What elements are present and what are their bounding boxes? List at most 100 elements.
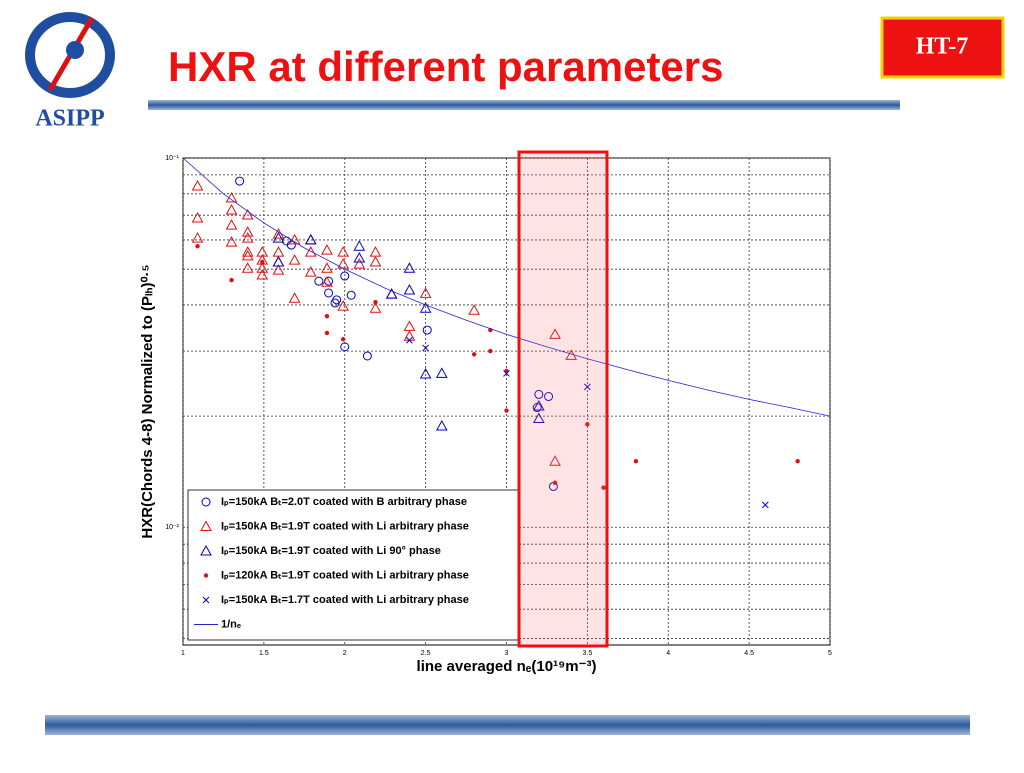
data-point: [202, 596, 210, 604]
data-point: [260, 259, 265, 265]
y-axis-label: HXR(Chords 4-8) Normalized to (Pₗₕ)⁰·⁵: [139, 264, 156, 538]
data-point: [225, 203, 238, 215]
data-point: [601, 485, 606, 490]
data-point: [272, 232, 285, 243]
data-point: [314, 276, 324, 286]
data-point: [533, 412, 545, 424]
data-point: [795, 458, 800, 464]
data-point: [549, 455, 561, 466]
x-tick-label: 1.5: [259, 650, 269, 657]
data-point: [304, 233, 317, 245]
data-point: [225, 236, 238, 247]
data-point: [225, 219, 238, 230]
slide-title: HXR at different parameters: [168, 43, 724, 90]
legend-label: Iₚ=150kA Bₜ=2.0T coated with B arbitrary…: [221, 496, 467, 508]
data-point: [353, 258, 366, 269]
x-tick-label: 2.5: [421, 650, 431, 657]
data-point: [200, 544, 212, 556]
data-point: [534, 389, 544, 399]
data-point: [340, 342, 350, 352]
data-point: [340, 271, 350, 281]
data-point: [304, 266, 317, 277]
data-point: [533, 399, 545, 411]
data-point: [241, 249, 254, 261]
data-point: [422, 325, 432, 335]
bottom-rule: [45, 715, 970, 735]
data-point: [435, 367, 448, 378]
logo-text: ASIPP: [35, 106, 104, 132]
data-point: [332, 295, 342, 305]
data-point: [235, 176, 245, 186]
data-point: [419, 302, 432, 313]
legend-label: Iₚ=120kA Bₜ=1.9T coated with Li arbitrar…: [221, 569, 469, 581]
data-point: [362, 351, 372, 361]
data-point: [324, 288, 334, 298]
legend-box: [187, 489, 521, 641]
data-point: [419, 368, 432, 379]
data-point: [324, 330, 330, 336]
data-point: [633, 458, 639, 464]
data-point: [544, 392, 554, 402]
data-point: [337, 300, 349, 311]
data-point: [471, 352, 477, 357]
x-tick-label: 3.5: [583, 650, 593, 657]
data-point: [321, 244, 333, 255]
x-tick-label: 4: [666, 650, 670, 657]
data-point: [369, 255, 382, 267]
curve: [182, 157, 831, 417]
data-point: [503, 370, 510, 377]
data-point: [241, 246, 254, 257]
legend-label: 1/nₑ: [221, 618, 241, 630]
data-point: [288, 292, 301, 303]
x-axis-label: line averaged nₑ(10¹⁹m⁻³): [417, 658, 597, 675]
legend-label: Iₚ=150kA Bₜ=1.9T coated with Li 90° phas…: [221, 545, 441, 557]
data-point: [353, 251, 366, 263]
data-point: [191, 211, 204, 223]
data-point: [761, 501, 769, 509]
data-point: [584, 383, 591, 391]
data-point: [304, 246, 317, 257]
data-point: [272, 255, 285, 267]
data-point: [406, 336, 413, 344]
data-point: [337, 246, 349, 257]
badge-box: [880, 16, 1005, 79]
data-point: [385, 288, 398, 299]
data-point: [229, 277, 234, 283]
data-point: [324, 313, 330, 319]
x-tick-label: 2: [343, 650, 347, 657]
badge: HT-7: [916, 34, 968, 60]
data-point: [504, 408, 509, 413]
data-point: [435, 420, 448, 431]
data-point: [422, 344, 429, 352]
data-point: [369, 302, 382, 313]
data-point: [549, 328, 561, 339]
data-point: [191, 179, 204, 191]
data-point: [241, 226, 254, 237]
data-point: [241, 232, 254, 243]
data-point: [340, 337, 346, 342]
data-point: [419, 287, 432, 298]
y-tick-label: 10⁻¹: [165, 155, 179, 162]
data-point: [346, 290, 356, 300]
data-point: [353, 240, 366, 251]
highlight-box: [517, 150, 609, 648]
logo: [25, 12, 115, 98]
data-point: [321, 276, 333, 287]
data-point: [241, 262, 254, 273]
data-point: [373, 299, 378, 305]
y-tick-label: 10⁻²: [165, 524, 179, 531]
data-point: [403, 262, 416, 273]
top-rule: [148, 100, 900, 110]
data-point: [191, 232, 204, 243]
data-point: [195, 243, 200, 249]
data-point: [552, 480, 558, 485]
data-point: [256, 269, 269, 280]
data-point: [200, 520, 212, 531]
data-point: [488, 348, 493, 354]
plot: 1 1.5 2 2.5 3 3.5 4 4.5 5 10⁻² 10⁻¹ line averaged n…: [139, 155, 832, 675]
legend: Iₚ=150kA Bₜ=2.0T coated with B arbitrary…: [187, 489, 521, 641]
x-tick-label: 3: [505, 650, 509, 657]
data-point: [585, 422, 590, 427]
